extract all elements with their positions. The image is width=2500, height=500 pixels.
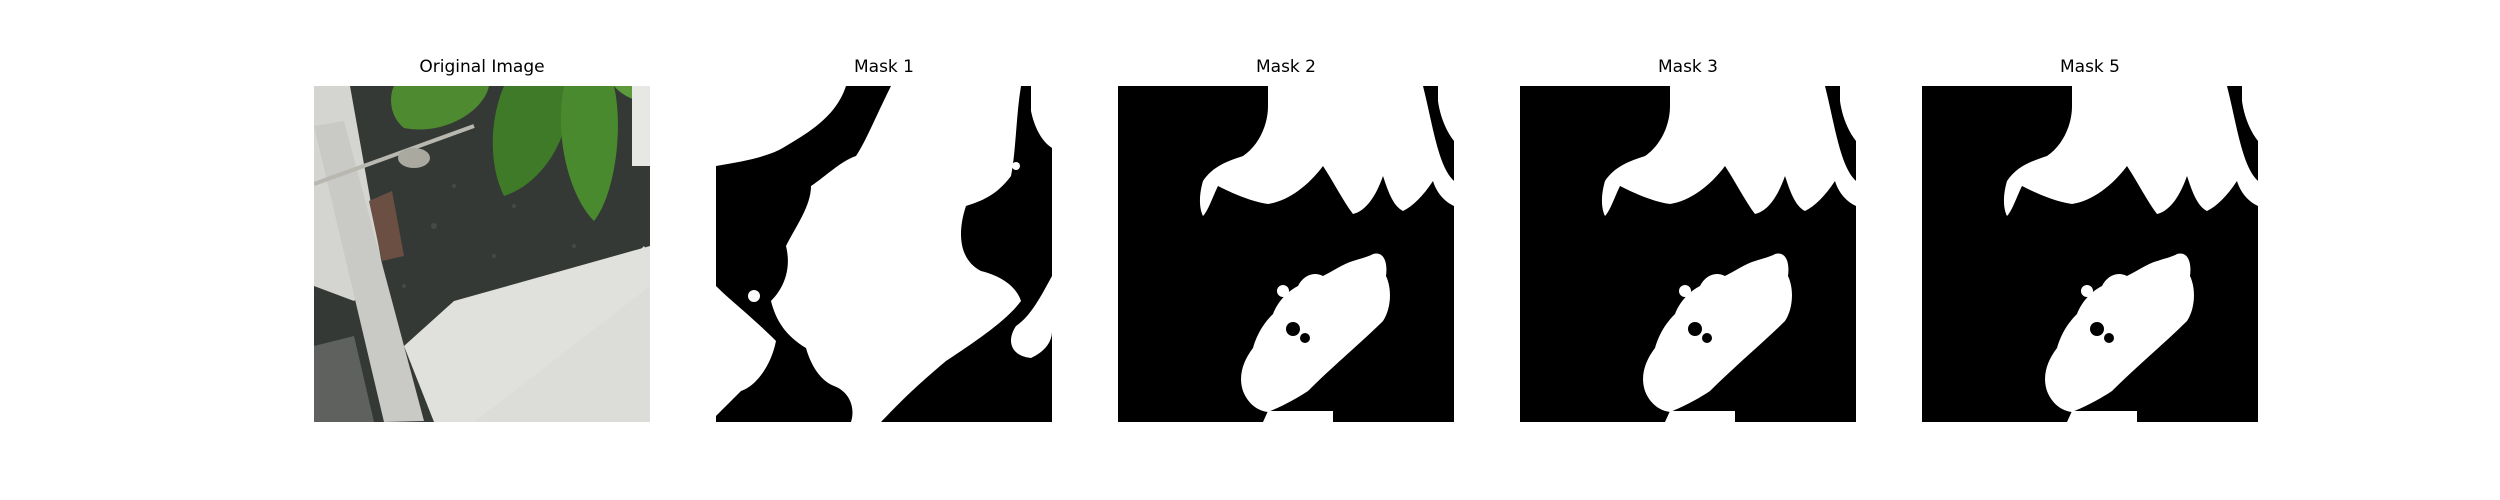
panel-title: Mask 5 [2059, 57, 2120, 77]
panel-mask-5: Mask 5 [1922, 50, 2258, 422]
panel-title: Mask 2 [1255, 57, 1316, 77]
panel-original-image: Original Image [314, 50, 650, 422]
mask-3-shape [1520, 86, 1856, 422]
panel-mask-3: Mask 3 [1520, 50, 1856, 422]
panel-title: Mask 1 [853, 57, 914, 77]
mask-5-shape [1922, 86, 2258, 422]
panel-mask-2: Mask 2 [1118, 50, 1454, 422]
mask-1-shape [716, 86, 1052, 422]
mask-image [1118, 86, 1454, 422]
photo-illustration [314, 86, 650, 422]
mask-2-shape [1118, 86, 1454, 422]
mask-image [1520, 86, 1856, 422]
mask-image [716, 86, 1052, 422]
panel-mask-1: Mask 1 [716, 50, 1052, 422]
mask-image [1922, 86, 2258, 422]
panel-title: Original Image [419, 57, 545, 77]
original-photo [314, 86, 650, 422]
panel-title: Mask 3 [1657, 57, 1718, 77]
